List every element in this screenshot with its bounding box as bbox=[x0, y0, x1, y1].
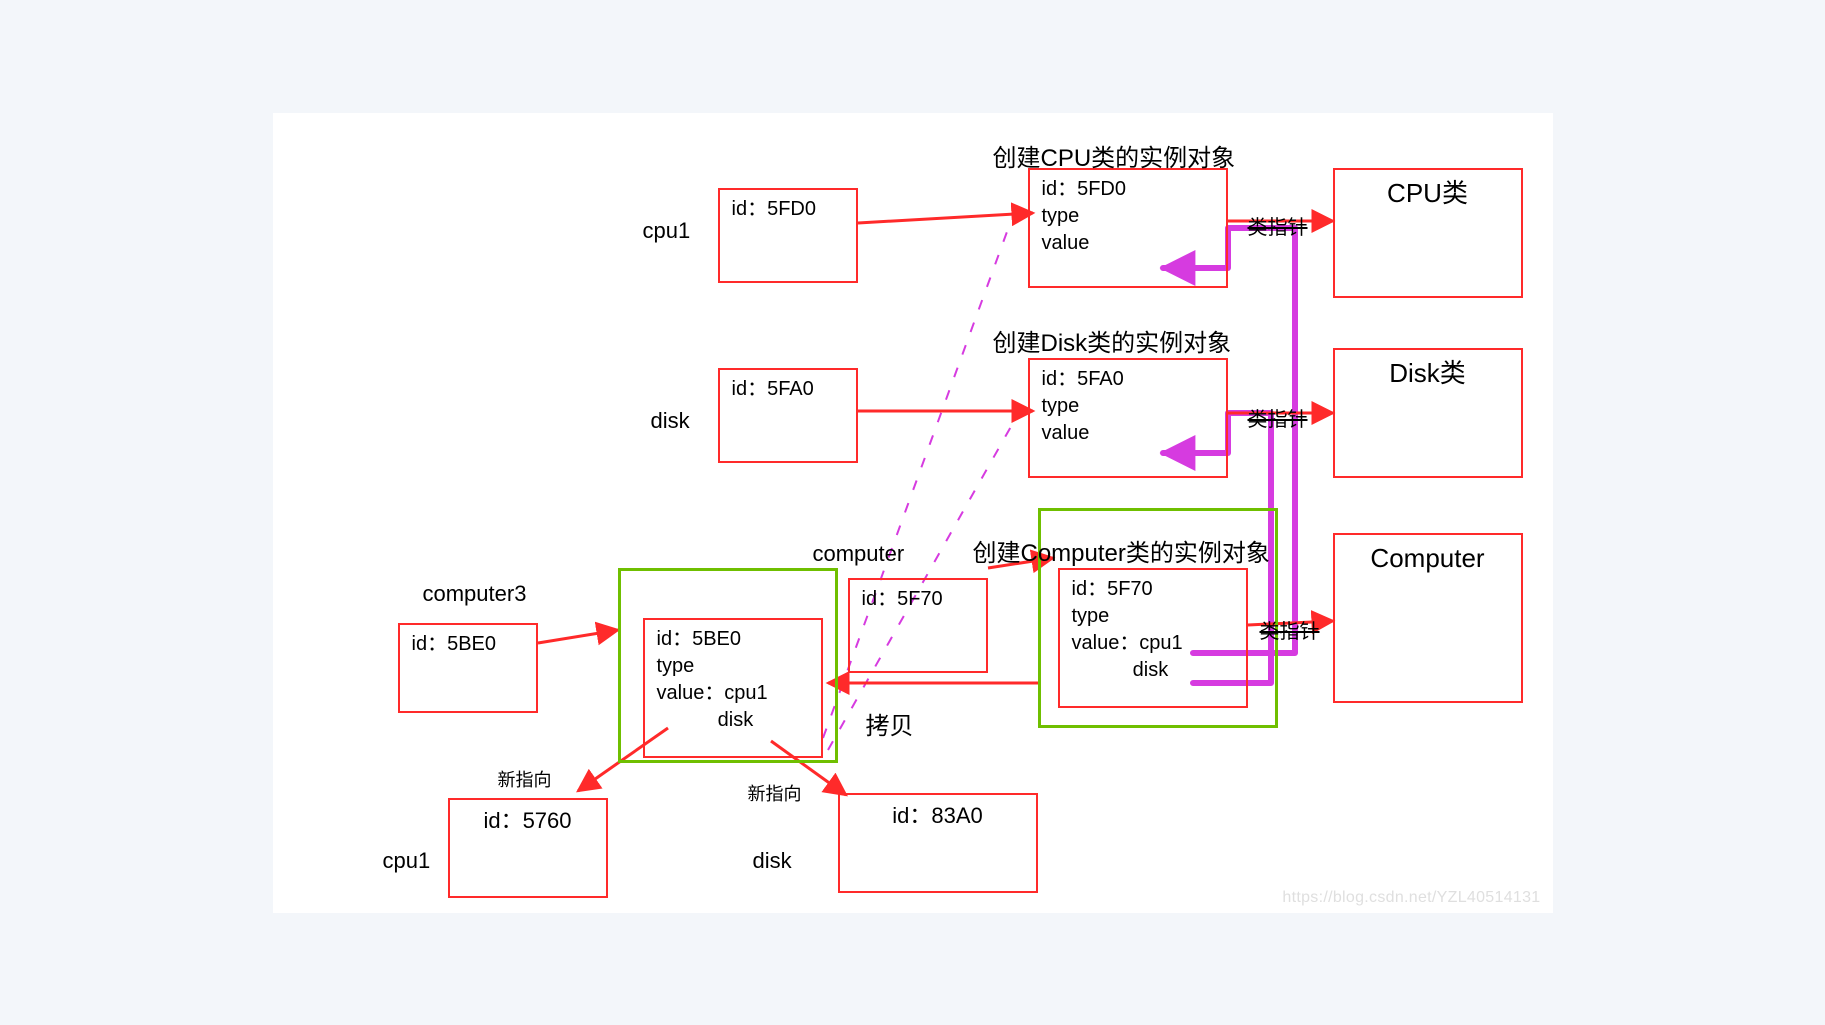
label-lbl_computer3: computer3 bbox=[423, 581, 527, 607]
box-line: id：5BE0 bbox=[657, 626, 809, 653]
box-line: id：5FA0 bbox=[1042, 366, 1214, 393]
box-line: type bbox=[657, 653, 809, 680]
box-line: id：83A0 bbox=[892, 801, 983, 831]
box-line: id：5BE0 bbox=[412, 631, 524, 658]
box-disk_class: Disk类 bbox=[1333, 348, 1523, 478]
label-title_cpu: 创建CPU类的实例对象 bbox=[993, 138, 1236, 173]
box-computer_box: id：5F70 bbox=[848, 578, 988, 673]
box-line: CPU类 bbox=[1387, 176, 1468, 211]
label-lbl_computer: computer bbox=[813, 541, 905, 567]
label-lbl_cpu1: cpu1 bbox=[643, 218, 691, 244]
label-lbl_new_disk: disk bbox=[753, 848, 792, 874]
box-line: value：cpu1 bbox=[657, 680, 809, 707]
label-title_disk: 创建Disk类的实例对象 bbox=[993, 323, 1232, 358]
box-line: value bbox=[1042, 230, 1214, 257]
box-computer_class: Computer bbox=[1333, 533, 1523, 703]
box-line: Computer bbox=[1370, 541, 1484, 576]
diagram-canvas: https://blog.csdn.net/YZL40514131 id：5FD… bbox=[273, 113, 1553, 913]
label-title_computer: 创建Computer类的实例对象 bbox=[973, 533, 1270, 568]
box-line: id：5F70 bbox=[862, 586, 974, 613]
box-line: id：5FD0 bbox=[732, 196, 844, 223]
box-line: type bbox=[1072, 603, 1234, 630]
box-line: value：cpu1 bbox=[1072, 630, 1234, 657]
box-line: id：5FA0 bbox=[732, 376, 844, 403]
box-line: type bbox=[1042, 203, 1214, 230]
label-ptr_disk: 类指针 bbox=[1248, 403, 1308, 432]
label-lbl_disk: disk bbox=[651, 408, 690, 434]
box-line: id：5F70 bbox=[1072, 576, 1234, 603]
box-cpu_class: CPU类 bbox=[1333, 168, 1523, 298]
box-line: id：5760 bbox=[483, 806, 571, 836]
box-line: disk bbox=[657, 707, 809, 734]
label-lbl_new_cpu1: cpu1 bbox=[383, 848, 431, 874]
label-new_ptr1: 新指向 bbox=[498, 766, 552, 792]
box-new_disk_box: id：83A0 bbox=[838, 793, 1038, 893]
box-disk_box: id：5FA0 bbox=[718, 368, 858, 463]
box-disk_instance: id：5FA0typevalue bbox=[1028, 358, 1228, 478]
box-cpu1_box: id：5FD0 bbox=[718, 188, 858, 283]
box-computer3_box: id：5BE0 bbox=[398, 623, 538, 713]
label-ptr_computer: 类指针 bbox=[1260, 615, 1320, 644]
arrow-a_cpu_box_to_inst bbox=[858, 213, 1033, 223]
box-line: disk bbox=[1072, 657, 1234, 684]
box-line: id：5FD0 bbox=[1042, 176, 1214, 203]
label-new_ptr2: 新指向 bbox=[748, 780, 802, 806]
box-line: value bbox=[1042, 420, 1214, 447]
arrow-a_c3_box_to_inst bbox=[538, 630, 618, 643]
box-computer_instance: id：5F70typevalue：cpu1 disk bbox=[1058, 568, 1248, 708]
label-ptr_cpu: 类指针 bbox=[1248, 211, 1308, 240]
box-line: type bbox=[1042, 393, 1214, 420]
box-computer3_instance: id：5BE0typevalue：cpu1 disk bbox=[643, 618, 823, 758]
box-line: Disk类 bbox=[1389, 356, 1466, 391]
box-new_cpu1_box: id：5760 bbox=[448, 798, 608, 898]
watermark-text: https://blog.csdn.net/YZL40514131 bbox=[1282, 889, 1540, 907]
box-cpu_instance: id：5FD0typevalue bbox=[1028, 168, 1228, 288]
label-copy_label: 拷贝 bbox=[866, 706, 914, 741]
